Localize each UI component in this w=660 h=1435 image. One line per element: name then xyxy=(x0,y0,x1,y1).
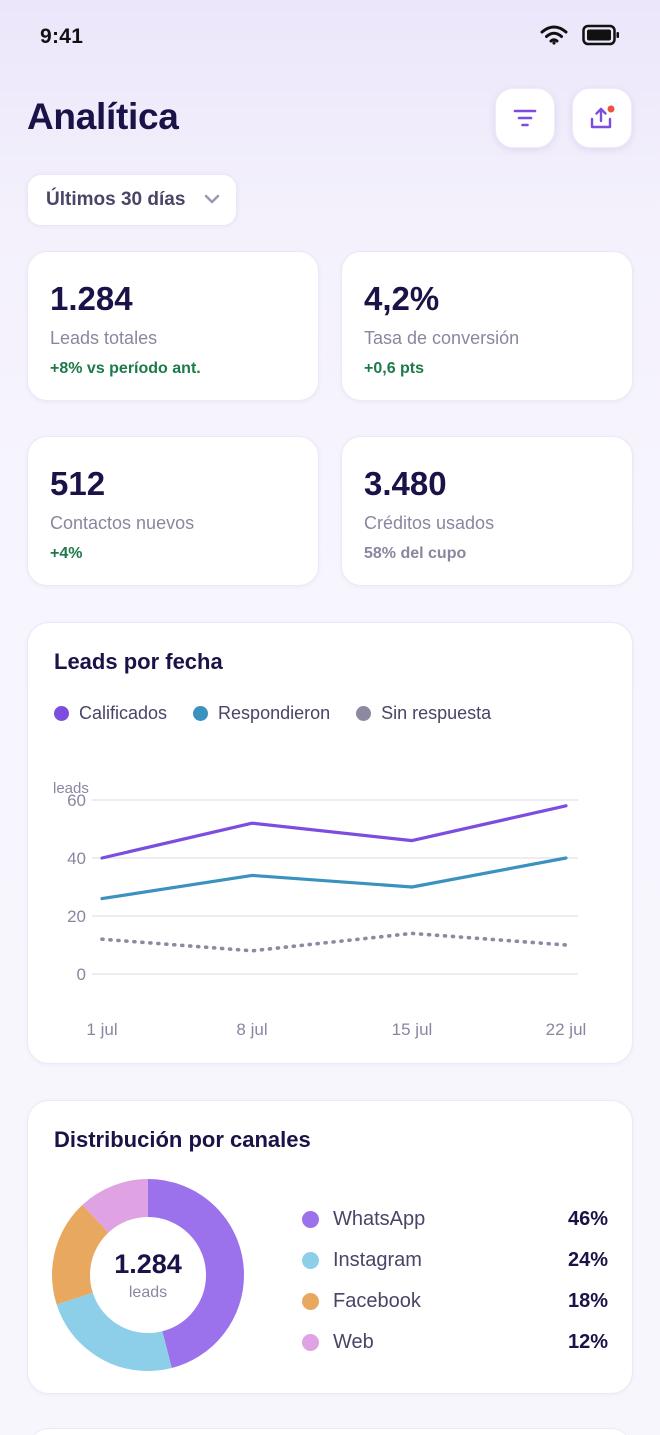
stat-value: 4,2% xyxy=(364,280,440,317)
stat-value: 512 xyxy=(50,465,106,502)
stat-label: Tasa de conversión xyxy=(364,328,520,348)
donut-total: 1.284 xyxy=(114,1248,182,1279)
stat-label: Créditos usados xyxy=(364,513,495,533)
channel-dot xyxy=(302,1293,319,1310)
status-time: 9:41 xyxy=(40,25,84,48)
channel-pct: 18% xyxy=(567,1290,608,1312)
x-tick-label: 15 jul xyxy=(392,1020,433,1039)
legend-item-calificados[interactable]: Calificados xyxy=(54,703,167,724)
date-range-select[interactable]: Últimos 30 días xyxy=(27,174,237,226)
x-tick-label: 1 jul xyxy=(86,1020,117,1039)
stat-value: 1.284 xyxy=(50,280,133,317)
leads-chart-card: Leads por fecha Calificados Respondieron… xyxy=(27,622,633,1064)
status-bar: 9:41 xyxy=(0,0,660,76)
battery-icon xyxy=(582,24,619,46)
legend-label: Sin respuesta xyxy=(381,703,492,723)
y-axis-label: leads xyxy=(53,780,89,797)
notification-dot xyxy=(607,105,615,113)
filter-icon xyxy=(513,109,537,127)
channel-name: WhatsApp xyxy=(333,1208,426,1230)
channel-pct: 12% xyxy=(567,1331,608,1353)
channel-name: Facebook xyxy=(333,1290,421,1312)
filter-button[interactable] xyxy=(495,88,555,148)
legend-dot xyxy=(54,706,69,721)
donut-slice-facebook[interactable] xyxy=(52,1179,244,1371)
legend-label: Respondieron xyxy=(218,703,331,723)
x-tick-label: 8 jul xyxy=(236,1020,267,1039)
date-range-label: Últimos 30 días xyxy=(46,189,186,210)
y-tick-label: 60 xyxy=(67,791,86,810)
channel-row-instagram[interactable]: Instagram 24% xyxy=(302,1240,608,1281)
share-icon xyxy=(590,105,615,129)
stat-delta: +8% vs período ant. xyxy=(50,360,201,377)
chart-legend: Calificados Respondieron Sin respuesta xyxy=(54,703,491,724)
y-tick-label: 0 xyxy=(77,965,86,984)
chart-title: Leads por fecha xyxy=(54,649,223,674)
legend-dot xyxy=(356,706,372,721)
channel-pct: 46% xyxy=(567,1208,608,1230)
stat-card-tasa-conversion[interactable]: 4,2% Tasa de conversión +0,6 pts xyxy=(341,251,633,401)
stat-delta: +4% xyxy=(50,545,83,562)
stat-label: Contactos nuevos xyxy=(50,513,195,533)
donut-chart xyxy=(52,1179,244,1371)
series-line-calificados xyxy=(100,804,568,860)
y-tick-label: 40 xyxy=(67,849,86,868)
stat-card-contactos-nuevos[interactable]: 512 Contactos nuevos +4% xyxy=(27,436,319,586)
stat-card-creditos-usados[interactable]: 3.480 Créditos usados 58% del cupo xyxy=(341,436,633,586)
channel-row-web[interactable]: Web 12% xyxy=(302,1322,608,1363)
donut-slice-instagram[interactable] xyxy=(52,1179,244,1371)
channel-dot xyxy=(302,1252,319,1269)
stat-label: Leads totales xyxy=(50,328,158,348)
channel-row-whatsapp[interactable]: WhatsApp 46% xyxy=(302,1199,608,1240)
x-tick-label: 22 jul xyxy=(546,1020,587,1039)
status-icons xyxy=(540,24,620,46)
legend-label: Calificados xyxy=(79,703,168,723)
legend-item-respondieron[interactable]: Respondieron xyxy=(193,703,330,724)
legend-item-sin-respuesta[interactable]: Sin respuesta xyxy=(356,703,491,724)
next-card-peek xyxy=(27,1428,633,1435)
donut-center: 1.284 leads xyxy=(52,1179,244,1371)
series-line-sin-respuesta xyxy=(100,931,568,953)
stat-delta: 58% del cupo xyxy=(364,545,467,562)
stat-delta: +0,6 pts xyxy=(364,360,425,377)
chevron-down-icon xyxy=(204,194,220,204)
wifi-icon xyxy=(540,25,568,45)
channel-dot xyxy=(302,1211,319,1228)
stat-card-leads-totales[interactable]: 1.284 Leads totales +8% vs período ant. xyxy=(27,251,319,401)
channel-row-facebook[interactable]: Facebook 18% xyxy=(302,1281,608,1322)
channel-name: Web xyxy=(333,1331,374,1353)
donut-slice-web[interactable] xyxy=(52,1179,244,1371)
donut-total-label: leads xyxy=(128,1283,168,1301)
stat-value: 3.480 xyxy=(364,465,447,502)
legend-dot xyxy=(193,706,209,721)
channel-name: Instagram xyxy=(333,1249,422,1271)
channels-card: Distribución por canales 1.284 leads Wha… xyxy=(27,1100,633,1394)
y-tick-label: 20 xyxy=(67,907,86,926)
series-line-respondieron xyxy=(100,856,568,901)
channel-dot xyxy=(302,1334,319,1351)
channel-list: WhatsApp 46% Instagram 24% Facebook 18% … xyxy=(302,1199,608,1363)
channel-pct: 24% xyxy=(567,1249,608,1271)
share-button[interactable] xyxy=(572,88,632,148)
channels-title: Distribución por canales xyxy=(54,1127,311,1152)
page-title: Analítica xyxy=(27,96,179,137)
channels-donut: 1.284 leads xyxy=(52,1179,244,1371)
